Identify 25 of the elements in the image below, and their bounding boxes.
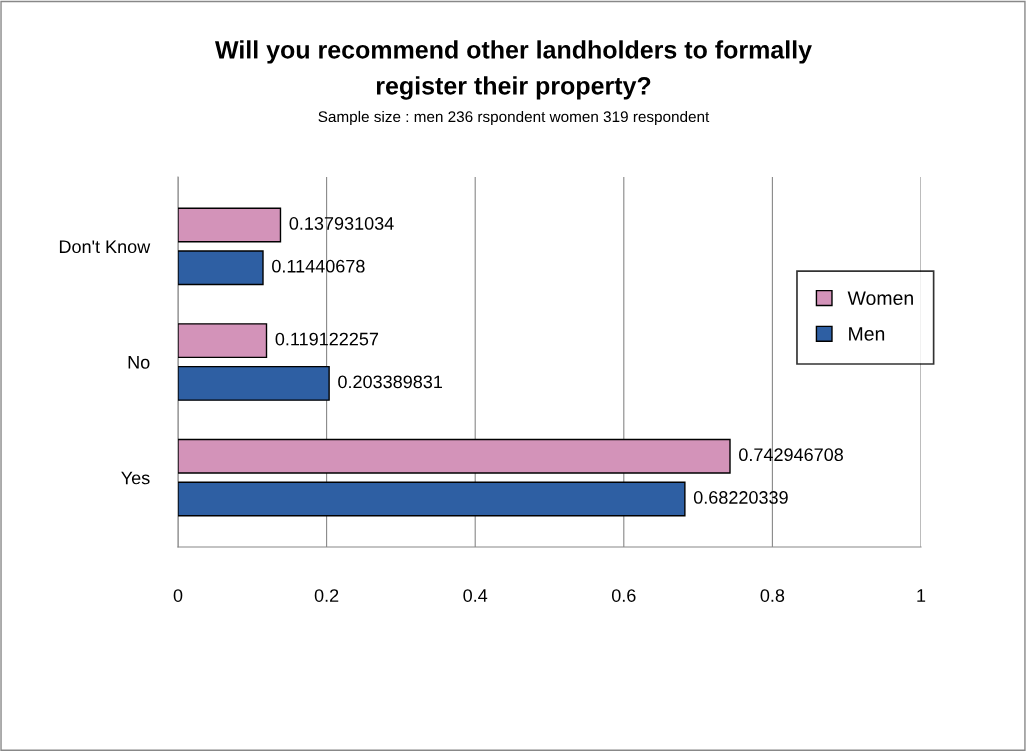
legend-label: Women [847, 291, 913, 306]
x-tick-label: 0 [173, 589, 183, 602]
data-label: 0.742946708 [739, 448, 843, 462]
y-tick-label: Yes [121, 471, 150, 485]
x-tick-label: 1 [917, 589, 926, 602]
data-label: 0.119122257 [275, 332, 379, 346]
data-label: 0.11440678 [272, 259, 365, 273]
y-tick-label: No [128, 356, 150, 369]
chart-subtitle: Sample size : men 236 rspondent women 319 respondent [318, 110, 710, 126]
x-tick-label: 0.6 [611, 589, 636, 602]
bar [178, 207, 282, 243]
x-tick-label: 0.4 [463, 589, 488, 602]
bar [178, 250, 264, 286]
data-label: 0.203389831 [338, 375, 442, 389]
data-label: 0.68220339 [693, 491, 788, 504]
bar [178, 481, 686, 517]
bar [178, 438, 731, 474]
y-tick-label: Don't Know [59, 240, 151, 254]
legend-label: Men [849, 327, 885, 341]
x-tick-label: 0.2 [314, 589, 339, 602]
bar [178, 365, 330, 401]
data-label: 0.137931034 [289, 217, 394, 230]
bar [178, 323, 268, 359]
chart-title: Will you recommend other landholders to formally register their property? [215, 40, 812, 100]
x-tick-label: 0.8 [760, 589, 785, 602]
